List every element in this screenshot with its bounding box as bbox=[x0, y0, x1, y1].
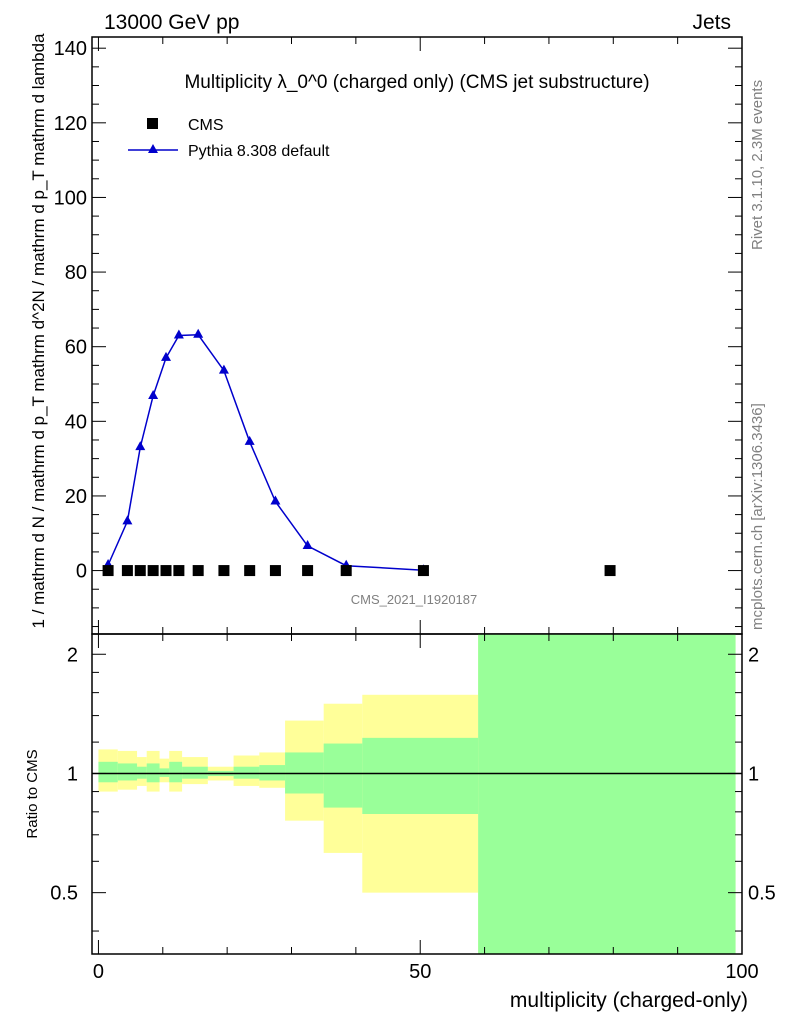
category-label: Jets bbox=[692, 11, 731, 34]
cms-point bbox=[102, 565, 114, 577]
x-tick-labels: 0 50 100 bbox=[93, 961, 759, 983]
x-axis-label: multiplicity (charged-only) bbox=[510, 989, 748, 1012]
main-y-tick-label: 0 bbox=[76, 561, 87, 583]
ratio-stat-band bbox=[98, 761, 118, 783]
ratio-y-tick-label-right: 2 bbox=[748, 644, 759, 666]
cms-series bbox=[102, 565, 616, 577]
main-y-tick-label: 120 bbox=[54, 113, 87, 135]
plot-title: Multiplicity λ_0^0 (charged only) (CMS j… bbox=[184, 72, 649, 93]
main-y-tick-label: 20 bbox=[65, 486, 87, 508]
ratio-stat-band bbox=[169, 761, 183, 783]
main-y-tick-label: 80 bbox=[65, 262, 87, 284]
main-y-tick-label: 60 bbox=[65, 337, 87, 359]
cms-point bbox=[302, 565, 314, 577]
legend-cms-marker bbox=[147, 118, 158, 129]
main-y-tick-label: 140 bbox=[54, 38, 87, 60]
ratio-stat-band bbox=[362, 737, 479, 814]
cms-point bbox=[417, 565, 429, 577]
ratio-y-tick-label: 0.5 bbox=[50, 883, 78, 905]
main-panel: 0 20 40 60 80 100 120 140 Multiplicity λ_0^0 (c… bbox=[54, 36, 743, 635]
analysis-id: CMS_2021_I1920187 bbox=[351, 592, 478, 607]
legend-cms-label: CMS bbox=[188, 117, 224, 134]
x-tick-label: 50 bbox=[409, 961, 431, 983]
ratio-stat-band bbox=[323, 743, 363, 808]
pythia-point bbox=[148, 389, 159, 399]
ratio-ticks bbox=[92, 634, 743, 954]
cms-point bbox=[147, 565, 159, 577]
pythia-point bbox=[270, 495, 281, 505]
cms-point bbox=[134, 565, 146, 577]
x-tick-label: 0 bbox=[93, 961, 104, 983]
legend: CMS Pythia 8.308 default bbox=[128, 117, 330, 160]
pythia-point bbox=[302, 539, 313, 549]
ratio-y-tick-label: 1 bbox=[67, 763, 78, 785]
ratio-y-tick-label: 2 bbox=[67, 644, 78, 666]
cms-point bbox=[244, 565, 256, 577]
legend-pythia-marker bbox=[148, 144, 158, 153]
ratio-y-tick-label-right: 1 bbox=[748, 763, 759, 785]
pythia-point bbox=[135, 441, 146, 451]
pythia-point bbox=[122, 515, 133, 525]
mcplots-info: mcplots.cern.ch [arXiv:1306.3436] bbox=[749, 403, 766, 630]
cms-point bbox=[604, 565, 616, 577]
ratio-stat-band bbox=[117, 763, 138, 781]
cms-point bbox=[218, 565, 230, 577]
main-y-tick-label: 100 bbox=[54, 187, 87, 209]
pythia-point bbox=[173, 329, 184, 339]
ratio-stat-band bbox=[137, 766, 147, 779]
ratio-y-tick-label-right: 0.5 bbox=[748, 883, 776, 905]
ratio-y-axis-label: Ratio to CMS bbox=[24, 749, 41, 838]
cms-point bbox=[340, 565, 352, 577]
ratio-stat-band bbox=[159, 768, 170, 777]
cms-point bbox=[173, 565, 185, 577]
cms-point bbox=[121, 565, 133, 577]
energy-label: 13000 GeV pp bbox=[104, 11, 239, 34]
ratio-frame bbox=[91, 633, 743, 955]
ratio-stat-band bbox=[233, 766, 260, 779]
legend-pythia-label: Pythia 8.308 default bbox=[188, 143, 330, 160]
main-y-tick-label: 40 bbox=[65, 411, 87, 433]
cms-point bbox=[269, 565, 281, 577]
pythia-point bbox=[193, 328, 204, 338]
pythia-point bbox=[244, 435, 255, 445]
ratio-bands bbox=[98, 634, 736, 954]
main-y-tick-labels: 0 20 40 60 80 100 120 140 bbox=[54, 38, 87, 582]
rivet-info: Rivet 3.1.10, 2.3M events bbox=[749, 80, 766, 250]
x-tick-label: 100 bbox=[725, 961, 758, 983]
main-y-axis-label: 1 / mathrm d N / mathrm d p_T mathrm d^2… bbox=[29, 33, 48, 629]
ratio-panel: 0.5 0.5 1 1 2 2 bbox=[50, 633, 776, 955]
cms-point bbox=[160, 565, 172, 577]
pythia-point bbox=[161, 351, 172, 361]
ratio-stat-band bbox=[478, 634, 736, 954]
ratio-y-tick-labels: 0.5 0.5 1 1 2 2 bbox=[50, 644, 776, 904]
cms-point bbox=[192, 565, 204, 577]
ratio-stat-band bbox=[182, 766, 208, 779]
pythia-point bbox=[218, 364, 229, 374]
